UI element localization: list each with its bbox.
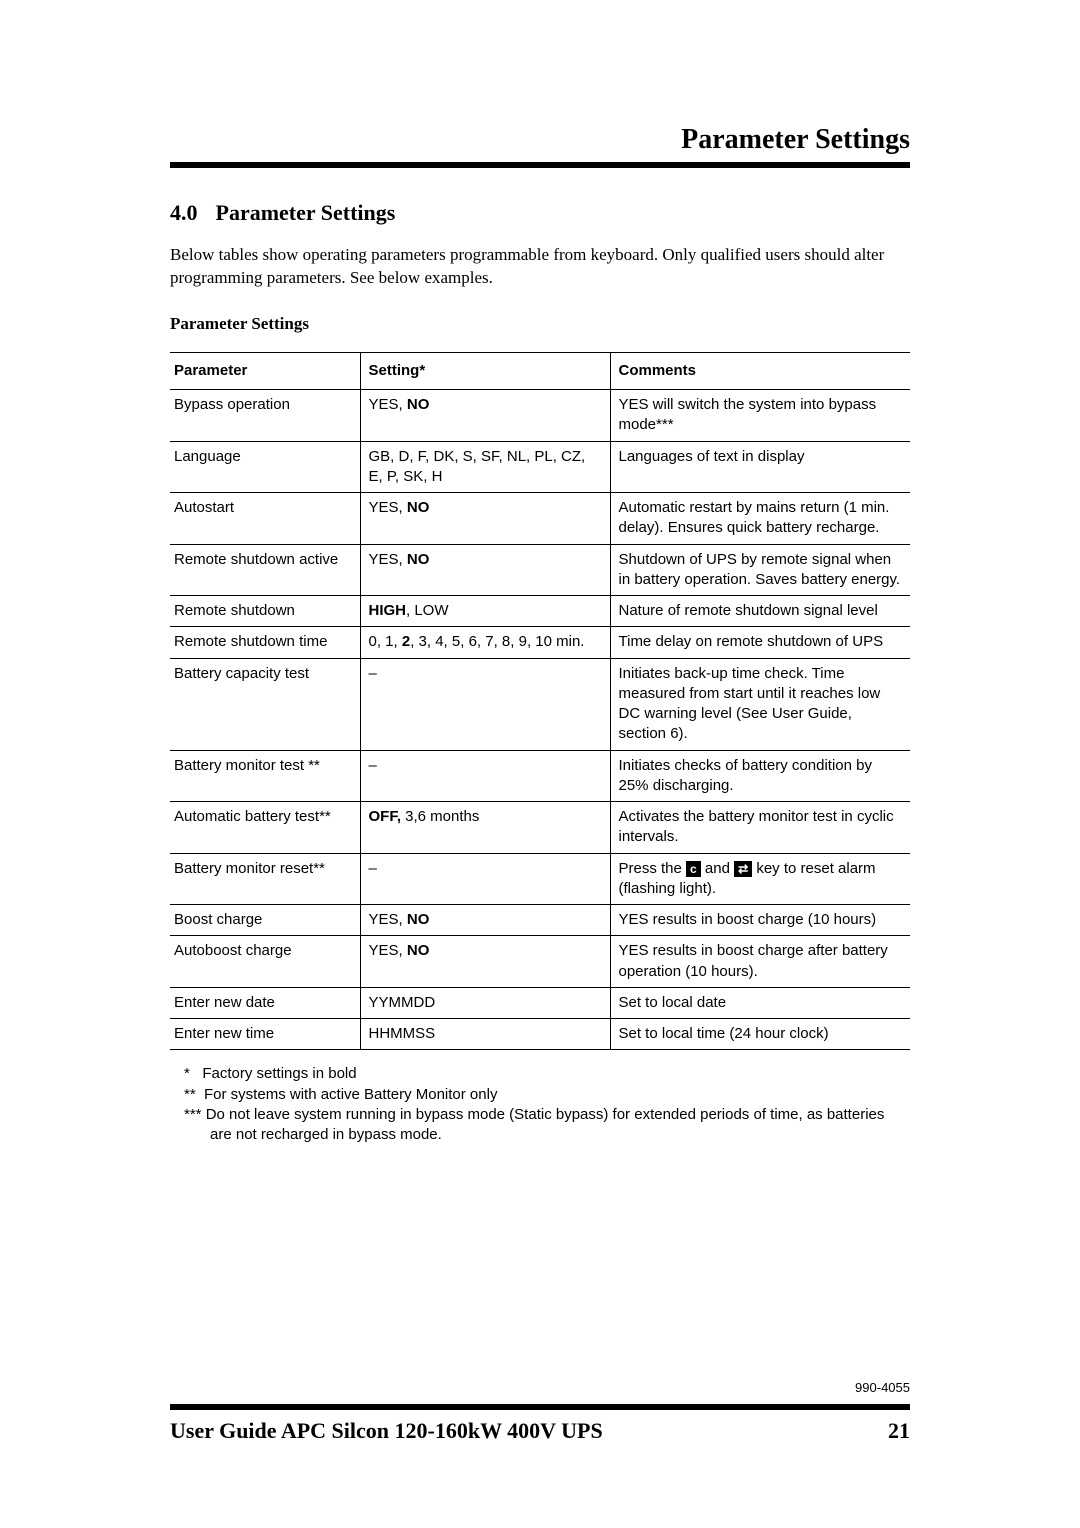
cell-comments: Time delay on remote shutdown of UPS [610,627,910,658]
col-setting: Setting* [360,352,610,389]
table-header-row: Parameter Setting* Comments [170,352,910,389]
footnote-2: ** For systems with active Battery Monit… [170,1085,910,1105]
table-row: Remote shutdown activeYES, NOShutdown of… [170,544,910,596]
section-heading: 4.0 Parameter Settings [170,200,910,226]
table-row: Battery monitor reset**–Press the c and … [170,853,910,905]
table-row: Enter new dateYYMMDDSet to local date [170,987,910,1018]
cell-comments: YES results in boost charge after batter… [610,936,910,988]
cell-setting: YYMMDD [360,987,610,1018]
arrows-key-icon: ⇄ [734,861,752,877]
cell-comments: YES results in boost charge (10 hours) [610,905,910,936]
footnote-1: * Factory settings in bold [170,1064,910,1084]
parameter-table: Parameter Setting* Comments Bypass opera… [170,352,910,1051]
table-row: Remote shutdown time0, 1, 2, 3, 4, 5, 6,… [170,627,910,658]
intro-paragraph: Below tables show operating parameters p… [170,244,910,290]
cell-setting: YES, NO [360,936,610,988]
table-caption: Parameter Settings [170,314,910,334]
table-row: Automatic battery test**OFF, 3,6 monthsA… [170,802,910,854]
section-title: Parameter Settings [216,200,396,225]
cell-comments: Set to local date [610,987,910,1018]
cell-setting: OFF, 3,6 months [360,802,610,854]
cell-parameter: Battery capacity test [170,658,360,750]
cell-comments: YES will switch the system into bypass m… [610,390,910,442]
cell-comments: Initiates checks of battery condition by… [610,750,910,802]
page-number: 21 [888,1418,910,1444]
table-row: AutostartYES, NOAutomatic restart by mai… [170,493,910,545]
footnote-3: *** Do not leave system running in bypas… [170,1105,910,1146]
cell-parameter: Automatic battery test** [170,802,360,854]
footer-title: User Guide APC Silcon 120-160kW 400V UPS [170,1418,603,1444]
table-row: Battery monitor test **–Initiates checks… [170,750,910,802]
cell-setting: HIGH, LOW [360,596,610,627]
cell-setting: GB, D, F, DK, S, SF, NL, PL, CZ, E, P, S… [360,441,610,493]
cell-setting: HHMMSS [360,1019,610,1050]
cell-comments: Languages of text in display [610,441,910,493]
cell-setting: YES, NO [360,544,610,596]
table-row: Remote shutdownHIGH, LOWNature of remote… [170,596,910,627]
cell-parameter: Bypass operation [170,390,360,442]
cell-parameter: Autostart [170,493,360,545]
cell-comments: Automatic restart by mains return (1 min… [610,493,910,545]
cell-comments: Shutdown of UPS by remote signal when in… [610,544,910,596]
cell-parameter: Remote shutdown [170,596,360,627]
header-rule [170,162,910,168]
footnotes: * Factory settings in bold ** For system… [170,1064,910,1145]
cell-parameter: Battery monitor test ** [170,750,360,802]
table-row: LanguageGB, D, F, DK, S, SF, NL, PL, CZ,… [170,441,910,493]
running-header: Parameter Settings [170,124,910,156]
footer-rule [170,1404,910,1410]
cell-comments: Nature of remote shutdown signal level [610,596,910,627]
section-number: 4.0 [170,200,198,226]
cell-comments: Press the c and ⇄ key to reset alarm(fla… [610,853,910,905]
cell-setting: – [360,853,610,905]
document-code: 990-4055 [855,1380,910,1395]
cell-parameter: Remote shutdown time [170,627,360,658]
cell-parameter: Autoboost charge [170,936,360,988]
cell-parameter: Remote shutdown active [170,544,360,596]
cell-parameter: Enter new time [170,1019,360,1050]
col-comments: Comments [610,352,910,389]
table-row: Enter new timeHHMMSSSet to local time (2… [170,1019,910,1050]
c-key-icon: c [686,861,701,877]
cell-parameter: Enter new date [170,987,360,1018]
cell-setting: 0, 1, 2, 3, 4, 5, 6, 7, 8, 9, 10 min. [360,627,610,658]
cell-parameter: Boost charge [170,905,360,936]
cell-parameter: Battery monitor reset** [170,853,360,905]
table-row: Battery capacity test–Initiates back-up … [170,658,910,750]
cell-setting: YES, NO [360,493,610,545]
cell-comments: Activates the battery monitor test in cy… [610,802,910,854]
table-row: Boost chargeYES, NOYES results in boost … [170,905,910,936]
page-footer: User Guide APC Silcon 120-160kW 400V UPS… [170,1418,910,1444]
page-content: Parameter Settings 4.0 Parameter Settings… [170,124,910,1145]
cell-setting: YES, NO [360,905,610,936]
cell-parameter: Language [170,441,360,493]
cell-comments: Initiates back-up time check. Time measu… [610,658,910,750]
table-row: Autoboost chargeYES, NOYES results in bo… [170,936,910,988]
table-row: Bypass operationYES, NOYES will switch t… [170,390,910,442]
cell-comments: Set to local time (24 hour clock) [610,1019,910,1050]
cell-setting: – [360,658,610,750]
cell-setting: – [360,750,610,802]
col-parameter: Parameter [170,352,360,389]
cell-setting: YES, NO [360,390,610,442]
